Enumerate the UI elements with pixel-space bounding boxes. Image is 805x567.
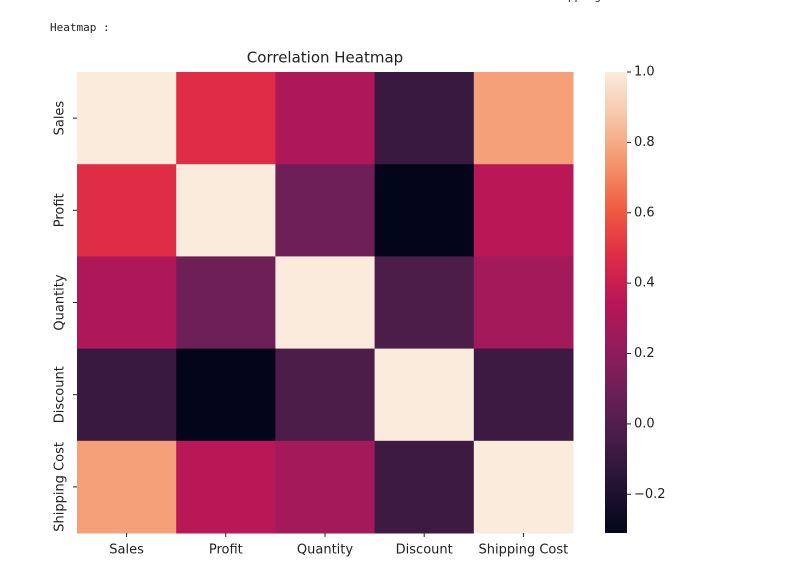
heatmap-cell [473,256,574,350]
heatmap-cell [473,72,574,165]
heatmap-cell [77,440,177,534]
heatmap-cell [275,164,376,257]
colorbar-tick-label: 0.4 [634,276,655,291]
colorbar-tick-label: 0.8 [634,135,655,150]
heatmap-cell [275,256,376,350]
heatmap-cell [374,164,475,257]
heatmap-cell [176,72,276,165]
x-tick-label: Sales [109,543,144,558]
y-tick-label: Discount [53,366,68,423]
heatmap-cell [374,440,475,534]
colorbar-tick-label: 0.2 [634,346,655,361]
y-tick-label: Profit [53,193,68,227]
x-tick-label: Shipping Cost [479,543,569,558]
heatmap-cell [77,72,177,165]
heatmap-cell [374,256,475,350]
heatmap-cell [176,348,276,442]
y-tick-label: Shipping Cost [53,442,68,532]
heatmap-cell [473,348,574,442]
colorbar [605,72,627,533]
colorbar-tick-label: 0.6 [634,205,655,220]
chart-title: Correlation Heatmap [247,49,403,67]
x-tick-label: Discount [396,543,453,558]
colorbar-tick-label: 0.0 [634,416,655,431]
heatmap-cell [77,256,177,350]
y-tick-label: Quantity [53,274,68,330]
colorbar-tick-label: −0.2 [634,487,666,502]
clipped-label: Shipping Cost [548,0,634,3]
x-tick-label: Profit [209,543,243,558]
colorbar-tick-label: 1.0 [634,65,655,80]
heatmap-cell [473,164,574,257]
heatmap-cell [77,348,177,442]
heatmap-cell [374,348,475,442]
heatmap-cell [176,256,276,350]
heatmap-cell [275,72,376,165]
output-label: Heatmap : [50,21,110,34]
y-tick-label: Sales [53,101,68,136]
heatmap-cell [77,164,177,257]
heatmap-cell [176,164,276,257]
heatmap-cell [275,440,376,534]
clipped-label: Discount [203,0,256,3]
heatmap-cell [176,440,276,534]
heatmap-cell [374,72,475,165]
heatmap-cell [473,440,574,534]
heatmap-cell [275,348,376,442]
x-tick-label: Quantity [297,543,353,558]
